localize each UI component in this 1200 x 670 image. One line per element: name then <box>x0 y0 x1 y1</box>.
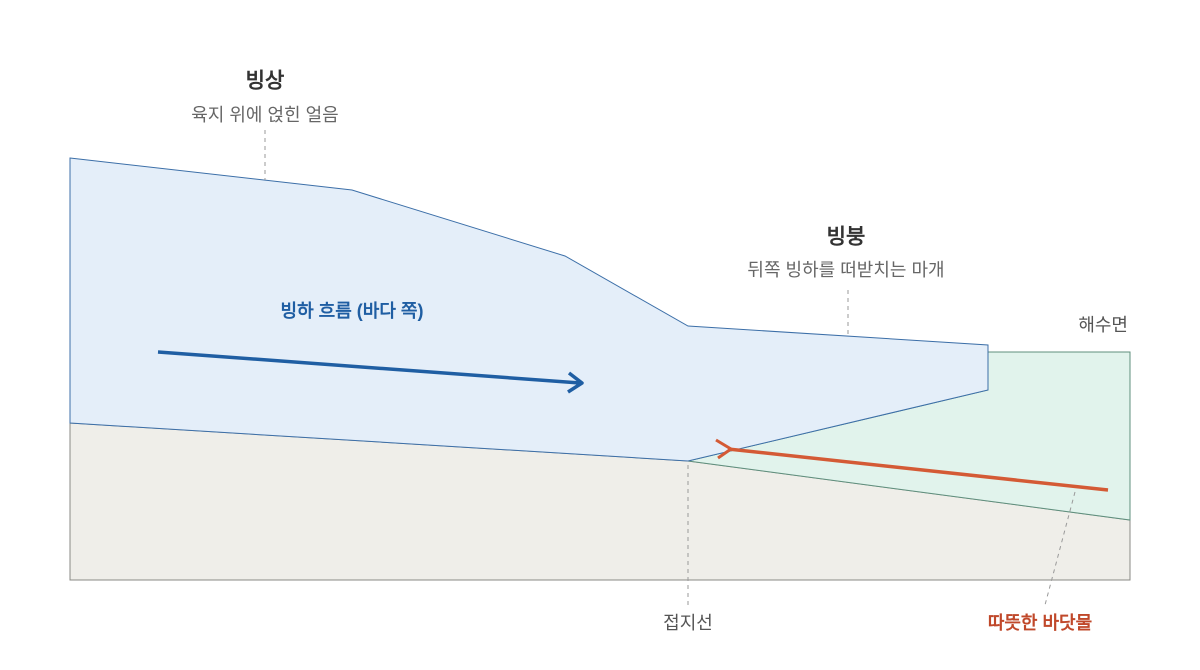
warm-water-label: 따뜻한 바닷물 <box>988 613 1092 633</box>
flow-label: 빙하 흐름 (바다 쪽) <box>281 301 424 321</box>
warm-water-head <box>715 438 733 460</box>
leader <box>1044 491 1076 606</box>
sea-level-label: 해수면 <box>1078 315 1128 335</box>
warm-water-line <box>727 447 1109 492</box>
leaders <box>264 130 1076 606</box>
grounding-line-label: 접지선 <box>663 613 713 633</box>
ice-shelf-subtitle: 뒤쪽 빙하를 떠받치는 마개 <box>747 260 944 280</box>
ice <box>69 157 989 462</box>
flow-arrow <box>157 350 581 385</box>
ice-sheet-title: 빙상 <box>246 70 285 93</box>
ice-sheet-subtitle: 육지 위에 얹힌 얼음 <box>191 105 338 125</box>
flow-arrowhead <box>567 371 584 394</box>
ice-shelf-title: 빙붕 <box>827 226 866 249</box>
